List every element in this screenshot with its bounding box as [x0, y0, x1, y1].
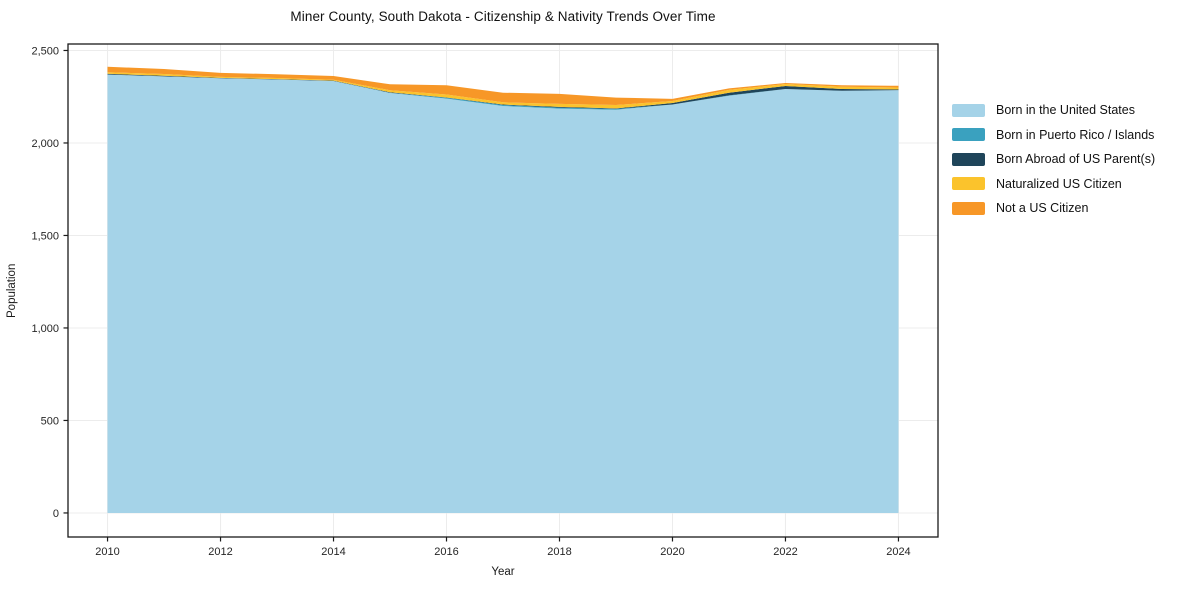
legend-item: Born in the United States	[952, 103, 1155, 117]
y-tick-label: 500	[41, 415, 59, 427]
legend-label: Born in the United States	[996, 103, 1135, 117]
area-series	[107, 74, 899, 513]
x-tick-label: 2014	[321, 546, 345, 558]
x-axis-label: Year	[491, 566, 515, 578]
x-tick-label: 2022	[773, 546, 797, 558]
y-axis-label: Population	[6, 263, 18, 318]
legend-label: Not a US Citizen	[996, 201, 1089, 215]
legend-swatch-icon	[952, 177, 985, 190]
y-tick-label: 0	[53, 508, 59, 520]
chart-title: Miner County, South Dakota - Citizenship…	[290, 9, 716, 24]
legend-item: Naturalized US Citizen	[952, 177, 1155, 191]
x-tick-label: 2020	[660, 546, 684, 558]
legend-swatch-icon	[952, 128, 985, 141]
plot-frame	[67, 43, 939, 538]
x-tick-label: 2016	[434, 546, 458, 558]
legend-item: Not a US Citizen	[952, 201, 1155, 215]
y-tick-label: 1,000	[31, 323, 59, 335]
x-tick-label: 2018	[547, 546, 571, 558]
area-series	[107, 66, 899, 105]
legend-label: Naturalized US Citizen	[996, 176, 1122, 191]
y-tick-label: 2,000	[31, 138, 59, 150]
legend-swatch-icon	[952, 201, 985, 215]
x-tick-label: 2012	[208, 546, 232, 558]
legend-swatch-icon	[952, 103, 985, 117]
legend-item: Born in Puerto Rico / Islands	[952, 128, 1155, 142]
y-tick-label: 2,500	[31, 45, 59, 57]
area-series	[107, 72, 899, 109]
legend-swatch-icon	[952, 152, 985, 166]
legend-label: Born in Puerto Rico / Islands	[996, 127, 1155, 142]
legend-label: Born Abroad of US Parent(s)	[996, 152, 1156, 166]
legend: Born in the United States Born in Puerto …	[952, 103, 1155, 215]
x-tick-label: 2010	[95, 546, 119, 558]
x-tick-label: 2024	[886, 546, 910, 558]
y-tick-label: 1,500	[31, 230, 59, 242]
legend-item: Born Abroad of US Parent(s)	[952, 152, 1155, 166]
